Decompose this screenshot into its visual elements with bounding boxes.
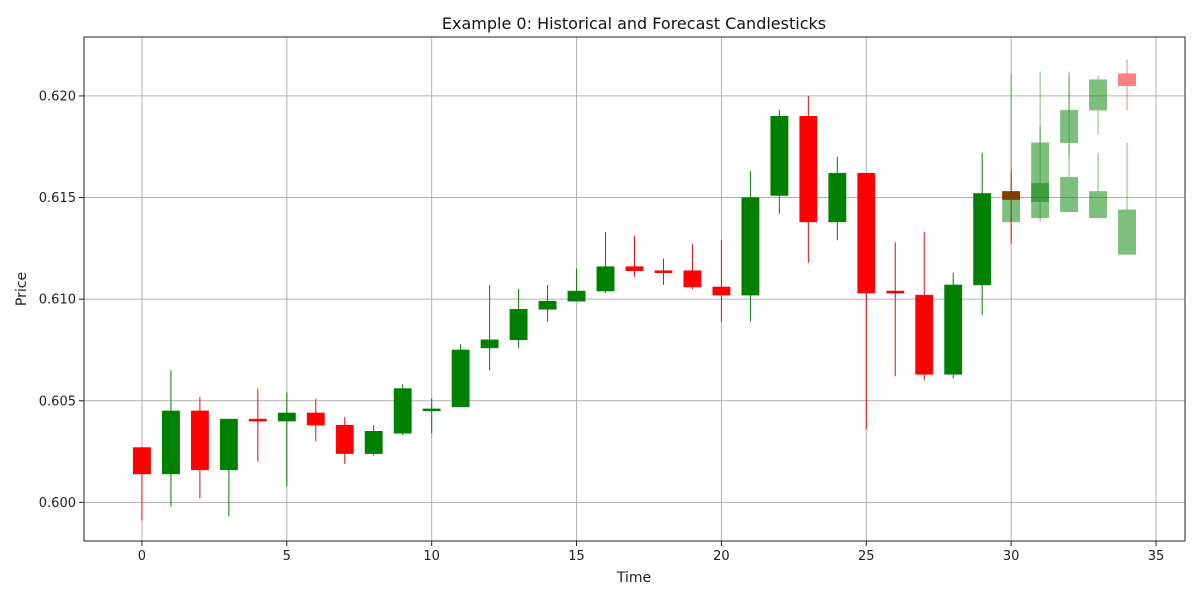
candle-body [451, 349, 470, 408]
historical-candle [915, 232, 934, 381]
historical-candle [828, 156, 847, 241]
candle-body [248, 418, 267, 422]
historical-candle [712, 240, 731, 322]
candle-body [538, 300, 557, 310]
forecast-candle [1089, 75, 1108, 135]
candle-body [364, 431, 383, 454]
y-tick-label: 0.605 [39, 394, 76, 409]
x-tick-label: 15 [568, 549, 585, 564]
candles [133, 59, 1136, 521]
x-tick-label: 20 [713, 549, 730, 564]
candle-body [509, 309, 528, 341]
candle-body [277, 412, 296, 422]
historical-candle [393, 384, 412, 436]
forecast-candle [1031, 126, 1050, 218]
candle-body [770, 116, 789, 196]
historical-candle [219, 418, 238, 517]
historical-candle [973, 152, 992, 316]
x-axis-ticks: 0 5 10 15 20 25 30 35 [138, 541, 1164, 564]
historical-candle [538, 284, 557, 322]
candle-body [335, 424, 354, 454]
historical-candle [741, 171, 760, 322]
historical-candle [857, 172, 876, 430]
candle-body [857, 172, 876, 294]
historical-candle [161, 370, 180, 507]
historical-candle [306, 398, 325, 442]
historical-candle [944, 272, 963, 379]
candle-body [828, 172, 847, 223]
y-tick-label: 0.610 [39, 293, 76, 308]
candle-body [712, 286, 731, 296]
candle-body [161, 410, 180, 475]
historical-candle [770, 110, 789, 214]
candle-body [799, 116, 818, 223]
x-tick-label: 35 [1148, 549, 1165, 564]
y-tick-label: 0.615 [39, 191, 76, 206]
historical-candle [364, 425, 383, 456]
historical-candle [654, 258, 673, 285]
candle-body [1118, 73, 1136, 87]
historical-candle [625, 236, 644, 277]
historical-candle [422, 398, 441, 434]
candle-body [654, 270, 673, 273]
candle-body [886, 290, 905, 294]
y-tick-label: 0.620 [39, 89, 76, 104]
historical-candle [133, 447, 151, 521]
candle-body [1002, 191, 1021, 223]
x-tick-label: 0 [138, 549, 146, 564]
candle-body [915, 294, 934, 375]
candle-body [1031, 142, 1050, 202]
candle-body [973, 193, 992, 286]
y-tick-label: 0.600 [39, 496, 76, 511]
candle-body [944, 284, 963, 375]
candle-body [306, 412, 325, 426]
candle-body [133, 447, 151, 475]
historical-candle [567, 268, 586, 302]
candle-body [190, 410, 209, 471]
historical-candle [799, 95, 818, 263]
x-tick-label: 25 [858, 549, 875, 564]
y-axis-ticks: 0.600 0.605 0.610 0.615 0.620 [39, 89, 84, 511]
candle-body [219, 418, 238, 471]
x-tick-label: 5 [283, 549, 291, 564]
historical-candle [335, 417, 354, 464]
candle-body [1060, 176, 1079, 213]
historical-candle [451, 343, 470, 408]
plot-frame [83, 36, 1186, 542]
candle-body [1118, 209, 1136, 255]
historical-candle [596, 232, 615, 294]
y-axis-label: Price [14, 272, 30, 306]
historical-candle [480, 284, 499, 371]
historical-candle [683, 244, 702, 289]
candle-body [1060, 109, 1079, 143]
candle-body [596, 266, 615, 292]
historical-candle [248, 388, 267, 462]
forecast-candle [1118, 142, 1136, 255]
candle-body [480, 339, 499, 349]
candle-body [422, 408, 441, 412]
forecast-candle [1118, 59, 1136, 111]
candle-body [683, 270, 702, 288]
forecast-candle [1002, 73, 1021, 223]
chart-title: Example 0: Historical and Forecast Candl… [442, 14, 826, 33]
historical-candle [277, 392, 296, 487]
candle-body [625, 266, 644, 271]
forecast-candle [1089, 152, 1108, 219]
candle-body [393, 388, 412, 434]
historical-candle [190, 396, 209, 499]
candle-body [1089, 79, 1108, 111]
historical-candle [509, 289, 528, 348]
x-tick-label: 30 [1003, 549, 1020, 564]
candle-body [741, 197, 760, 296]
candle-body [567, 290, 586, 302]
x-tick-label: 10 [423, 549, 440, 564]
forecast-candle [1060, 71, 1079, 157]
candle-body [1089, 191, 1108, 219]
historical-candle [886, 242, 905, 377]
x-axis-label: Time [616, 570, 651, 586]
